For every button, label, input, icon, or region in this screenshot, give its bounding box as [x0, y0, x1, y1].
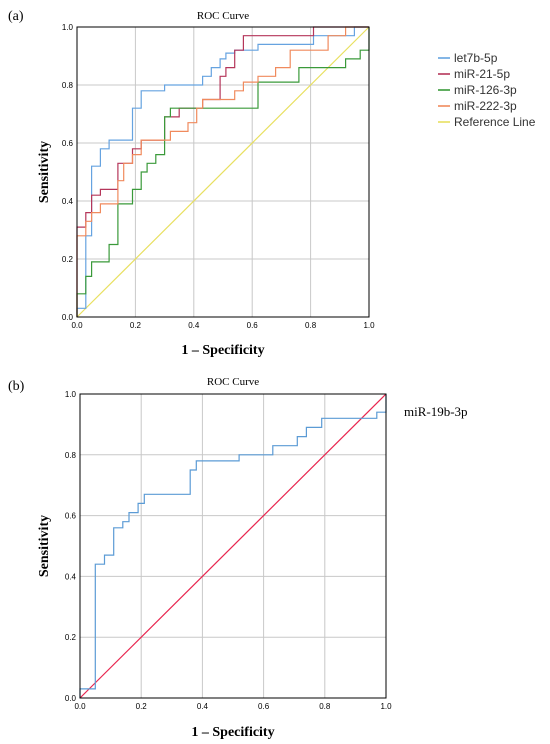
panel-label: (b) — [8, 379, 25, 394]
y-tick-label: 0.2 — [62, 255, 74, 264]
legend-entry: let7b-5p — [454, 51, 498, 65]
x-tick-label: 0.6 — [258, 702, 270, 711]
x-tick-label: 1.0 — [363, 321, 375, 330]
y-tick-label: 0.8 — [65, 451, 77, 460]
x-tick-label: 1.0 — [380, 702, 392, 711]
y-tick-label: 1.0 — [65, 390, 77, 399]
plot-frame — [79, 393, 387, 699]
y-axis-label: Sensitivity — [37, 141, 52, 203]
y-tick-label: 0.2 — [65, 633, 77, 642]
series-line-reference-line — [76, 26, 370, 318]
y-tick-label: 0.0 — [65, 694, 77, 703]
x-tick-label: 0.4 — [197, 702, 209, 711]
chart-title: ROC Curve — [207, 376, 259, 388]
x-tick-label: 0.2 — [136, 702, 148, 711]
chart-panel-1: (a) ROC Curve 0.0 0.2 0.4 0.6 0.8 1.0 0.0 0.2 0.4 0… — [8, 9, 536, 358]
y-tick-label: 0.0 — [62, 313, 74, 322]
plot-frame — [76, 26, 370, 318]
y-tick-label: 0.6 — [65, 512, 77, 521]
y-tick-label: 0.6 — [62, 139, 74, 148]
legend-entry: Reference Line — [454, 115, 536, 129]
x-tick-label: 0.8 — [319, 702, 331, 711]
series-line-mir-222-3p — [76, 26, 369, 317]
series-line-diagonal — [79, 393, 387, 699]
legend: miR-19b-3p — [404, 404, 468, 419]
x-tick-label: 0.2 — [130, 321, 142, 330]
y-tick-label: 1.0 — [62, 23, 74, 32]
y-tick-label: 0.4 — [65, 572, 77, 581]
chart-panel-2: (b) ROC Curve 0.0 0.2 0.4 0.6 0.8 1.0 0.0 0.2 0.4 0… — [8, 376, 468, 740]
legend-entry: miR-222-3p — [454, 99, 517, 113]
chart-title: ROC Curve — [197, 10, 249, 22]
x-tick-label: 0.0 — [71, 321, 83, 330]
panel-label: (a) — [8, 9, 24, 24]
series-line-let7b-5p — [76, 26, 369, 317]
x-axis-label: 1 – Specificity — [191, 725, 274, 740]
legend-entry: miR-19b-3p — [404, 404, 468, 419]
legend-entry: miR-126-3p — [454, 83, 517, 97]
x-tick-label: 0.0 — [74, 702, 86, 711]
legend: let7b-5p miR-21-5p miR-126-3p miR-222-3p Ref… — [438, 51, 536, 129]
series-line-mir-126-3p — [76, 27, 370, 317]
x-tick-label: 0.6 — [247, 321, 259, 330]
y-tick-label: 0.4 — [62, 197, 74, 206]
series-line-mir-19b-3p — [79, 394, 387, 698]
y-tick-label: 0.8 — [62, 81, 74, 90]
x-axis-label: 1 – Specificity — [181, 343, 264, 358]
y-axis-label: Sensitivity — [37, 515, 52, 577]
legend-entry: miR-21-5p — [454, 67, 510, 81]
x-tick-label: 0.8 — [305, 321, 317, 330]
x-tick-label: 0.4 — [188, 321, 200, 330]
